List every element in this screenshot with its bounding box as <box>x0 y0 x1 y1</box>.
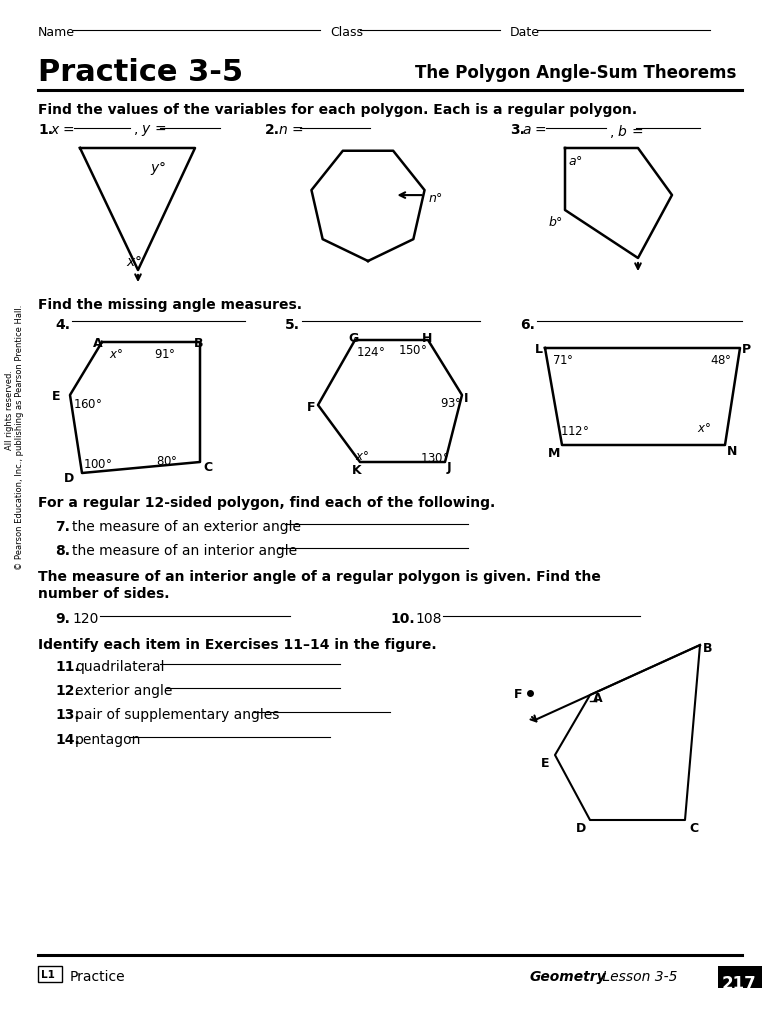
Text: F: F <box>514 688 522 701</box>
Text: exterior angle: exterior angle <box>75 684 172 698</box>
Text: G: G <box>348 332 358 345</box>
Text: $a$ =: $a$ = <box>522 123 547 137</box>
Text: E: E <box>52 390 61 403</box>
Text: $n$ =: $n$ = <box>278 123 303 137</box>
Text: 124$\degree$: 124$\degree$ <box>356 346 385 359</box>
Text: © Pearson Education, Inc., publishing as Pearson Prentice Hall.: © Pearson Education, Inc., publishing as… <box>16 304 25 570</box>
Text: 160$\degree$: 160$\degree$ <box>73 398 103 411</box>
Text: 5.: 5. <box>285 318 300 332</box>
Text: $b\degree$: $b\degree$ <box>548 215 563 229</box>
Text: For a regular 12-sided polygon, find each of the following.: For a regular 12-sided polygon, find eac… <box>38 496 495 510</box>
Text: the measure of an exterior angle: the measure of an exterior angle <box>72 520 301 534</box>
Text: Class: Class <box>330 26 363 39</box>
Text: B: B <box>194 337 204 350</box>
Text: C: C <box>689 822 698 835</box>
FancyBboxPatch shape <box>38 966 62 982</box>
Text: the measure of an interior angle: the measure of an interior angle <box>72 544 297 558</box>
Text: Find the values of the variables for each polygon. Each is a regular polygon.: Find the values of the variables for eac… <box>38 103 637 117</box>
Text: The measure of an interior angle of a regular polygon is given. Find the: The measure of an interior angle of a re… <box>38 570 601 584</box>
Text: 100$\degree$: 100$\degree$ <box>83 458 112 471</box>
Text: H: H <box>422 332 432 345</box>
Text: B: B <box>703 642 713 655</box>
Text: All rights reserved.: All rights reserved. <box>5 370 15 450</box>
Text: 91$\degree$: 91$\degree$ <box>154 348 176 361</box>
Text: 1.: 1. <box>38 123 53 137</box>
Text: L1: L1 <box>41 970 55 980</box>
Text: 108: 108 <box>415 612 441 626</box>
Text: 217: 217 <box>722 975 757 993</box>
Text: $x\degree$: $x\degree$ <box>126 255 142 269</box>
Text: 71$\degree$: 71$\degree$ <box>552 354 573 367</box>
Text: Practice: Practice <box>70 970 126 984</box>
Text: 13.: 13. <box>55 708 79 722</box>
Text: P: P <box>742 343 751 356</box>
Text: J: J <box>447 461 451 474</box>
Text: Date: Date <box>510 26 540 39</box>
Text: 11.: 11. <box>55 660 80 674</box>
Text: 150$\degree$: 150$\degree$ <box>398 344 427 357</box>
Text: 9.: 9. <box>55 612 70 626</box>
FancyBboxPatch shape <box>718 966 762 988</box>
Text: 14.: 14. <box>55 733 80 746</box>
Text: C: C <box>203 461 212 474</box>
Text: pentagon: pentagon <box>75 733 141 746</box>
Text: D: D <box>64 472 75 485</box>
Text: D: D <box>576 822 587 835</box>
Text: , $b$ =: , $b$ = <box>609 123 643 140</box>
Text: Lesson 3-5: Lesson 3-5 <box>598 970 678 984</box>
Text: $y\degree$: $y\degree$ <box>150 160 166 177</box>
Text: 8.: 8. <box>55 544 70 558</box>
Text: 130$\degree$: 130$\degree$ <box>420 452 449 465</box>
Text: Geometry: Geometry <box>530 970 607 984</box>
Text: $x\degree$: $x\degree$ <box>697 422 711 435</box>
Text: $n\degree$: $n\degree$ <box>427 193 443 205</box>
Text: F: F <box>307 401 315 414</box>
Text: 112$\degree$: 112$\degree$ <box>560 425 589 438</box>
Text: $x\degree$: $x\degree$ <box>355 450 369 463</box>
Text: 10.: 10. <box>390 612 415 626</box>
Text: 120: 120 <box>72 612 99 626</box>
Text: M: M <box>548 447 560 460</box>
Text: Find the missing angle measures.: Find the missing angle measures. <box>38 298 302 312</box>
Text: I: I <box>464 392 469 406</box>
Text: 48$\degree$: 48$\degree$ <box>710 354 732 367</box>
Text: A: A <box>593 692 603 705</box>
Text: L: L <box>535 343 543 356</box>
Text: 7.: 7. <box>55 520 70 534</box>
Text: , $y$ =: , $y$ = <box>133 123 166 138</box>
Text: pair of supplementary angles: pair of supplementary angles <box>75 708 280 722</box>
Text: Name: Name <box>38 26 75 39</box>
Text: quadrilateral: quadrilateral <box>75 660 165 674</box>
Text: 93$\degree$: 93$\degree$ <box>440 397 462 410</box>
Text: K: K <box>352 464 361 477</box>
Text: 6.: 6. <box>520 318 535 332</box>
Text: Practice 3-5: Practice 3-5 <box>38 58 243 87</box>
Text: $a\degree$: $a\degree$ <box>568 155 583 168</box>
Text: 2.: 2. <box>265 123 280 137</box>
Text: N: N <box>727 445 737 458</box>
Text: 80$\degree$: 80$\degree$ <box>156 455 178 468</box>
Text: number of sides.: number of sides. <box>38 587 169 601</box>
Text: Identify each item in Exercises 11–14 in the figure.: Identify each item in Exercises 11–14 in… <box>38 638 437 652</box>
Text: 3.: 3. <box>510 123 525 137</box>
Text: 4.: 4. <box>55 318 70 332</box>
Text: The Polygon Angle-Sum Theorems: The Polygon Angle-Sum Theorems <box>415 63 737 82</box>
Text: 12.: 12. <box>55 684 80 698</box>
Text: E: E <box>541 757 549 770</box>
Text: $x$ =: $x$ = <box>50 123 75 137</box>
Text: A: A <box>93 337 103 350</box>
Text: $x\degree$: $x\degree$ <box>109 348 123 361</box>
